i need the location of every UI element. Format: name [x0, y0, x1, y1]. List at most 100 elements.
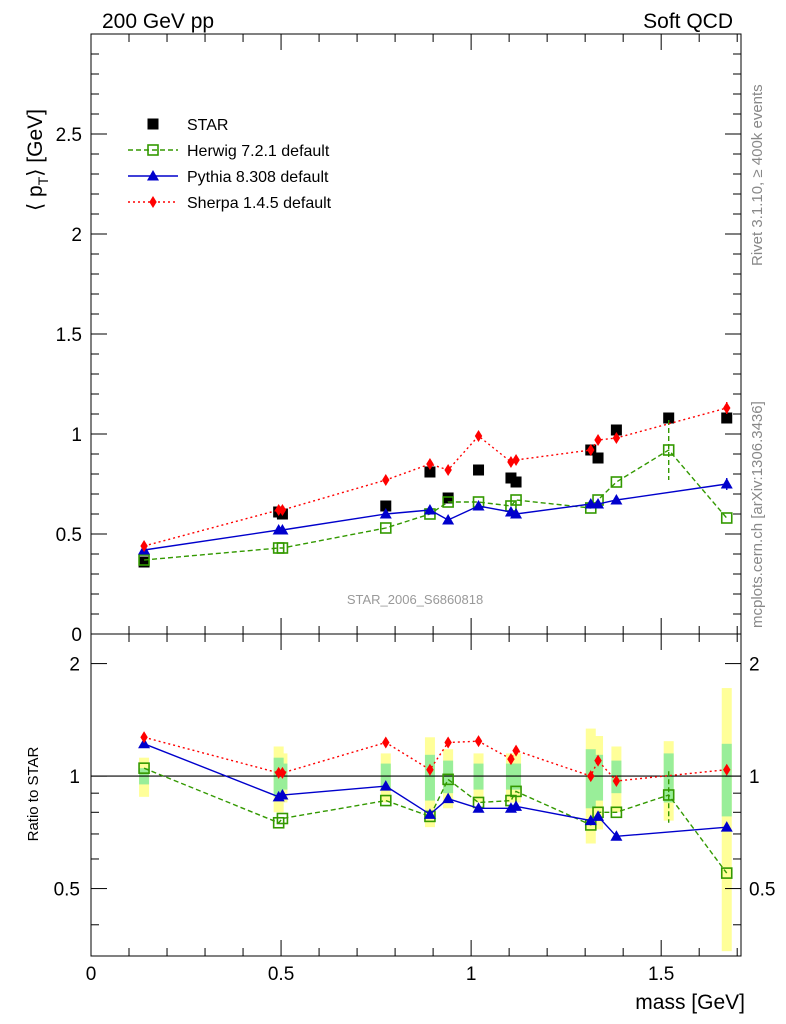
ratio-y-axis-label: Ratio to STAR: [25, 746, 42, 841]
ratio-sherpa-point: [274, 766, 283, 779]
header-right-title: Soft QCD: [643, 10, 733, 33]
main-pythia-point: [720, 478, 733, 489]
mcplots-source-label: mcplots.cern.ch [arXiv:1306.3436]: [749, 401, 766, 628]
legend-marker: [147, 144, 159, 156]
main-herwig-line: [144, 449, 728, 561]
legend-item: Herwig 7.2.1 default: [128, 143, 330, 160]
ratio-stat-uncertainty-band: [443, 760, 454, 794]
ratio-herwig-point: [720, 867, 733, 879]
main-star-point: [721, 412, 733, 424]
ratio-sherpa-point: [278, 766, 287, 779]
main-pythia-point: [510, 508, 523, 519]
ratio-herwig-line: [143, 767, 728, 874]
ratio-y-tick-label-left: 0.5: [54, 880, 80, 901]
ratio-herwig-point: [662, 789, 675, 801]
main-pythia-point: [379, 508, 392, 519]
main-star-point: [510, 476, 522, 488]
main-sherpa-point: [474, 430, 483, 442]
main-herwig-point: [510, 494, 522, 506]
main-star-point: [592, 452, 604, 464]
ratio-y-tick-label-right: 2: [749, 655, 760, 676]
ratio-sherpa-point: [512, 744, 520, 757]
x-tick-label: 0: [86, 964, 97, 985]
legend-item: STAR: [147, 117, 228, 134]
main-sherpa-point: [723, 402, 731, 414]
ratio-pythia-point: [379, 780, 392, 791]
ratio-panel: 0.5 0.5 1 1 2 2 0 0.5 1 1.5 Ratio to STAR mass [G…: [25, 633, 775, 1014]
ratio-y-tick-label-right: 0.5: [749, 880, 775, 901]
x-tick-label: 1: [466, 964, 477, 985]
ratio-stat-uncertainty-band: [593, 754, 604, 801]
main-sherpa-point: [507, 456, 515, 468]
main-pythia-point: [472, 500, 485, 511]
main-pythia-point: [423, 504, 436, 515]
main-herwig-point: [379, 522, 392, 534]
main-sherpa-point: [382, 474, 390, 486]
legend-item: Pythia 8.308 default: [128, 169, 329, 186]
ratio-sherpa-line: [143, 736, 727, 782]
ratio-pythia-point: [442, 792, 455, 804]
main-herwig-point: [138, 554, 150, 566]
ratio-total-uncertainty-band: [721, 688, 732, 952]
analysis-watermark: STAR_2006_S6860818: [347, 592, 483, 607]
ratio-sherpa-point: [382, 736, 390, 749]
legend-item: Sherpa 1.4.5 default: [128, 195, 332, 212]
main-sherpa-point: [594, 434, 602, 446]
x-tick-label: 0.5: [268, 964, 294, 985]
y-label-subscript: T: [35, 176, 51, 185]
main-sherpa-point: [278, 504, 287, 516]
ratio-pythia-point: [472, 802, 485, 813]
main-star-point: [610, 424, 622, 436]
main-sherpa-point: [140, 540, 148, 552]
header-left-title: 200 GeV pp: [102, 10, 214, 33]
main-y-tick-label: 0: [71, 625, 82, 646]
main-axes: 0 0.5 1 1.5 2 2.5: [56, 33, 741, 646]
main-herwig-point: [442, 496, 454, 508]
ratio-pythia-point: [510, 800, 523, 811]
main-y-tick-label: 2: [71, 225, 82, 246]
main-sherpa-point: [274, 504, 283, 516]
ratio-sherpa-point: [140, 731, 148, 744]
main-sherpa-point: [612, 432, 621, 444]
main-pythia-point: [442, 514, 455, 525]
legend-label: STAR: [187, 117, 228, 134]
main-star-point: [663, 412, 675, 424]
y-label-close: ⟩ [GeV]: [24, 109, 47, 177]
ratio-y-tick-label-left: 1: [69, 767, 80, 788]
main-y-axis-label: ⟨ pT⟩ [GeV]: [24, 109, 51, 211]
main-star-point: [473, 464, 485, 476]
legend-marker: [149, 196, 157, 208]
main-sherpa-point: [426, 458, 434, 470]
rivet-version-label: Rivet 3.1.10, ≥ 400k events: [749, 84, 766, 266]
main-herwig-point: [276, 542, 289, 554]
ratio-sherpa-point: [594, 754, 602, 767]
ratio-pythia-point: [720, 821, 733, 832]
x-axis-label: mass [GeV]: [635, 991, 745, 1014]
ratio-sherpa-point: [426, 763, 434, 776]
ratio-sherpa-point: [723, 763, 731, 776]
legend: STAR Herwig 7.2.1 default Pythia 8.308 def…: [128, 117, 332, 212]
main-y-tick-label: 2.5: [56, 125, 82, 146]
ratio-y-tick-label-left: 2: [69, 655, 80, 676]
ratio-pythia-point: [592, 810, 605, 821]
ratio-pythia-point: [423, 808, 436, 819]
legend-label: Pythia 8.308 default: [187, 169, 329, 186]
ratio-pythia-point: [276, 788, 289, 800]
ratio-pythia-point: [584, 814, 597, 826]
x-tick-label: 1.5: [648, 964, 674, 985]
ratio-herwig-point: [276, 812, 289, 825]
ratio-herwig-point: [442, 773, 454, 786]
ratio-stat-uncertainty-band: [721, 743, 732, 817]
main-pythia-point: [610, 494, 623, 505]
main-pythia-point: [592, 498, 605, 509]
ratio-frame: [90, 633, 742, 957]
main-sherpa-point: [587, 444, 595, 456]
ratio-herwig-point: [138, 762, 150, 774]
main-pythia-point: [276, 524, 289, 535]
ratio-sherpa-point: [507, 753, 515, 766]
ratio-y-tick-label-right: 1: [749, 767, 760, 788]
main-herwig-point: [662, 444, 675, 456]
main-y-tick-label: 1: [71, 425, 82, 446]
main-star-point: [380, 500, 392, 512]
